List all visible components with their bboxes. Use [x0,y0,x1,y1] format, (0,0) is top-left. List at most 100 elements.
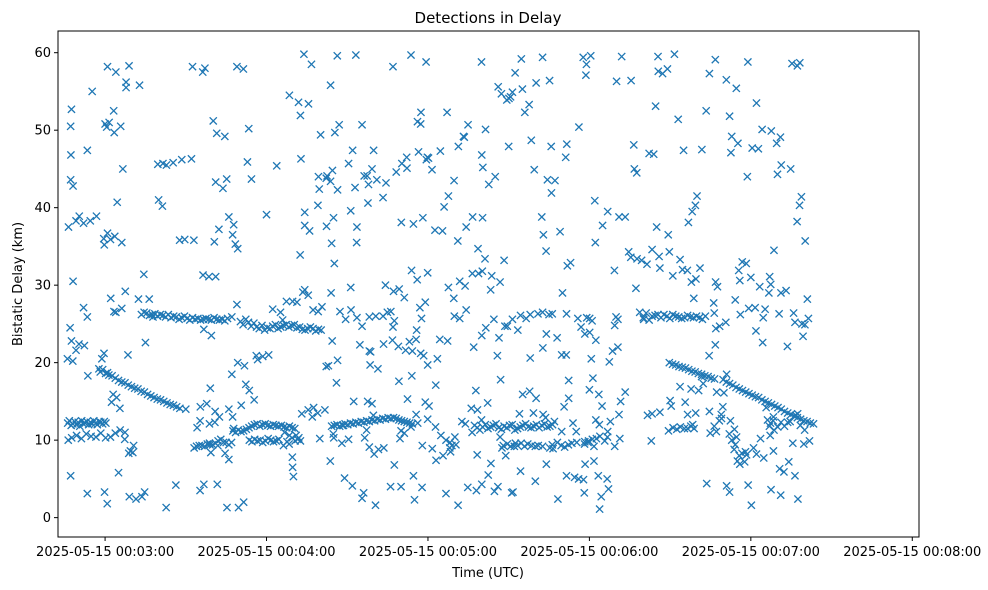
x-tick-label-2: 2025-05-15 00:05:00 [359,545,497,560]
data-point [508,315,517,324]
data-point [115,404,124,413]
data-point [684,218,693,227]
data-point [665,247,674,256]
data-point [635,308,644,317]
data-point [471,386,480,395]
data-point [292,323,301,332]
data-point [285,431,294,440]
data-point [761,305,770,314]
data-point [764,288,773,297]
data-point [486,459,495,468]
data-point [547,188,556,198]
data-point [598,221,607,230]
data-point [603,207,612,216]
data-point [467,404,476,413]
data-point [103,368,112,377]
data-point [315,434,324,443]
data-point [691,274,701,284]
data-point [436,147,445,156]
data-point [450,312,459,321]
data-point [413,419,422,428]
data-point [526,353,535,363]
data-point [337,439,346,448]
data-point [468,212,477,222]
data-point [751,303,760,312]
data-point [473,405,482,414]
data-point [573,314,582,323]
data-point [567,439,576,448]
data-point [769,446,778,456]
data-point [228,412,237,421]
data-point [419,351,428,360]
data-point [639,313,648,322]
data-point [351,50,360,60]
data-point [705,407,714,416]
data-point [307,60,316,69]
data-point [366,360,375,370]
data-point [101,419,110,428]
data-point [776,491,785,500]
data-point [397,218,406,227]
data-point [800,426,809,435]
data-point [309,403,318,412]
data-point [379,339,388,349]
data-point [597,492,606,501]
data-point [433,354,442,363]
data-point [400,293,409,302]
data-point [106,235,115,244]
data-point [214,225,223,234]
data-point [187,154,196,163]
data-point [530,165,539,174]
data-point [417,483,427,492]
data-point [744,481,753,490]
data-point [116,122,125,131]
data-point [196,402,205,411]
data-point [564,376,573,385]
data-point [624,247,633,256]
data-point [508,420,517,429]
data-point [595,432,604,441]
data-point [64,222,73,232]
data-point [231,240,240,249]
data-point [245,386,254,395]
data-point [220,132,229,141]
data-point [581,460,590,469]
data-point [730,445,739,454]
data-point [300,221,309,230]
data-point [148,310,157,319]
data-point [752,99,761,108]
data-point [352,313,361,322]
data-point [775,464,784,473]
data-point [556,227,565,236]
data-point [478,267,487,276]
data-point [449,294,458,303]
data-point [276,308,285,317]
data-point [441,489,451,498]
data-point [614,410,624,419]
data-point [489,315,498,324]
data-point [773,422,782,432]
data-point [667,401,676,411]
data-point [66,471,75,480]
data-point [288,423,297,432]
data-point [503,322,512,331]
data-point [484,470,493,480]
data-point [516,311,525,320]
data-point [369,146,378,155]
data-point [328,166,337,175]
data-point [106,294,115,303]
data-point [99,349,109,358]
data-point [117,238,126,247]
data-point [481,125,490,134]
data-point [490,487,499,496]
data-point [732,84,741,93]
data-point [718,402,727,411]
data-point [772,139,781,148]
y-tick-label-0: 0 [43,511,51,526]
data-point [501,451,510,460]
data-point [574,123,583,132]
data-point [711,340,720,349]
data-point [408,346,417,356]
data-point [416,108,426,117]
data-point [712,427,721,436]
